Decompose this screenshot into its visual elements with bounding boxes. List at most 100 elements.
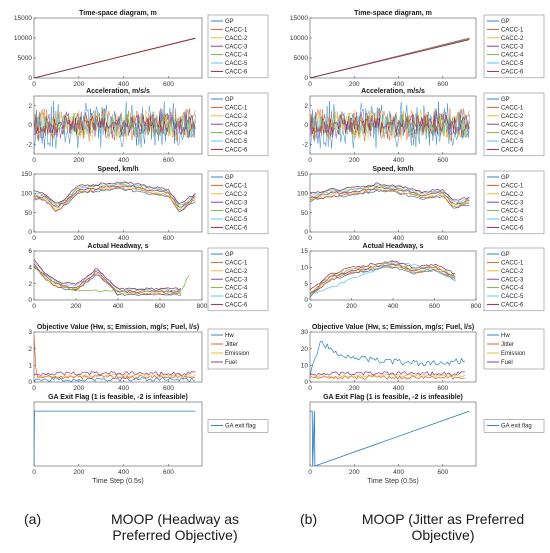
legend-label-cacc-2: CACC-2 [501, 269, 524, 275]
series-line-emission [34, 373, 196, 378]
x-tick-label: 200 [73, 81, 84, 88]
legend-label-cacc-6: CACC-6 [501, 226, 524, 232]
legend: GP CACC-1 CACC-2 CACC-3 CACC-4 CACC-5 CACC-6 [483, 247, 545, 312]
x-tick-label: 200 [73, 385, 84, 392]
x-tick-label: 600 [155, 303, 166, 310]
x-axis-label: Time Step (0.5s) [367, 478, 418, 485]
legend-label-cacc-4: CACC-4 [225, 209, 248, 215]
legend-label-cacc-6: CACC-6 [225, 70, 248, 76]
legend-label-cacc-4: CACC-4 [501, 209, 524, 215]
series-line-cacc-6 [34, 115, 196, 135]
plot-title: Actual Headway, s [88, 243, 149, 250]
x-tick-label: 200 [73, 157, 84, 164]
x-tick-label: 0 [308, 81, 312, 88]
x-tick-label: 0 [308, 157, 312, 164]
legend-label-gp: GP [225, 97, 234, 103]
legend-label-cacc-3: CACC-3 [501, 122, 524, 128]
x-tick-label: 200 [71, 303, 82, 310]
x-tick-label: 600 [163, 81, 174, 88]
plot-title: Speed, km/h [372, 166, 413, 173]
legend-label-gp: GP [501, 97, 510, 103]
legend: Hw Jitter Emission Fuel [483, 328, 545, 370]
y-tick-label: 5000 [18, 55, 33, 62]
plot-b-1: Acceleration, m/s/s 0 200 400 600 -2 0 2 GP CACC-… [302, 88, 545, 164]
series-line-cacc-3 [34, 111, 196, 139]
plot-title: Time-space diagram, m [354, 10, 432, 17]
legend-box [207, 328, 269, 370]
legend-label-ga-exit-flag: GA exit flag [501, 424, 532, 430]
series-group [34, 37, 196, 78]
legend-label-hw: Hw [225, 333, 234, 339]
caption-a-text: MOOP (Headway as Preferred Objective) [110, 511, 240, 543]
legend-label-cacc-3: CACC-3 [501, 200, 524, 206]
y-tick-label: -2 [302, 142, 308, 149]
x-tick-label: 600 [163, 235, 174, 242]
legend-label-cacc-6: CACC-6 [501, 303, 524, 309]
legend-label-cacc-1: CACC-1 [501, 184, 524, 190]
x-tick-label: 400 [393, 385, 404, 392]
legend-label-cacc-1: CACC-1 [501, 28, 524, 34]
legend-label-cacc-3: CACC-3 [225, 44, 248, 50]
x-tick-label: 800 [471, 303, 482, 310]
legend-label-cacc-5: CACC-5 [501, 139, 524, 145]
x-tick-label: 600 [437, 157, 448, 164]
legend-label-cacc-6: CACC-6 [225, 303, 248, 309]
legend: GP CACC-1 CACC-2 CACC-3 CACC-4 CACC-5 CACC-6 [207, 92, 269, 157]
legend-label-cacc-2: CACC-2 [225, 114, 248, 120]
x-tick-label: 0 [32, 157, 36, 164]
plot-a-3: Actual Headway, s 0 200 400 600 800 0 2 4 6 GP CACC… [28, 243, 269, 312]
y-tick-label: 100 [297, 191, 308, 198]
x-tick-label: 200 [349, 235, 360, 242]
x-tick-label: 400 [118, 469, 129, 476]
y-tick-label: 10 [301, 363, 309, 370]
legend-label-cacc-2: CACC-2 [225, 36, 248, 42]
x-tick-label: 400 [113, 303, 124, 310]
series-line-cacc-6 [34, 181, 196, 204]
plot-title: Actual Headway, s [363, 243, 424, 250]
legend-label-cacc-3: CACC-3 [225, 200, 248, 206]
y-tick-label: 2 [28, 281, 32, 288]
legend-label-cacc-6: CACC-6 [501, 148, 524, 154]
plot-title: Acceleration, m/s/s [361, 88, 425, 95]
series-line-ga-exit-flag [34, 410, 196, 466]
series-line-cacc-6 [34, 259, 182, 291]
y-tick-label: 1 [28, 363, 32, 370]
legend-label-cacc-1: CACC-1 [225, 261, 248, 267]
x-tick-label: 0 [32, 385, 36, 392]
legend: Hw Jitter Emission Fuel [207, 328, 269, 370]
legend-label-gp: GP [501, 252, 510, 258]
legend: GP CACC-1 CACC-2 CACC-3 CACC-4 CACC-5 CACC-6 [483, 14, 545, 79]
series-line-cacc-6 [310, 39, 470, 78]
series-line-cacc-4 [310, 262, 456, 293]
legend-label-cacc-5: CACC-5 [501, 217, 524, 223]
x-tick-label: 0 [308, 303, 312, 310]
x-tick-label: 400 [393, 157, 404, 164]
legend-label-gp: GP [501, 19, 510, 25]
y-tick-label: 0 [28, 229, 32, 236]
plot-title: Speed, km/h [97, 166, 138, 173]
plot-b-0: Time-space diagram, m 0 200 400 600 0 5000 1000… [290, 10, 545, 88]
legend: GP CACC-1 CACC-2 CACC-3 CACC-4 CACC-5 CACC-6 [207, 247, 269, 312]
x-tick-label: 0 [308, 469, 312, 476]
plot-title: GA Exit Flag (1 is feasible, -2 is infea… [323, 394, 463, 401]
y-tick-label: 2 [28, 346, 32, 353]
plot-a-4: Objective Value (Hw, s; Emission, mg/s; … [28, 324, 269, 392]
series-line-cacc-4 [34, 112, 196, 138]
legend-label-cacc-5: CACC-5 [225, 217, 248, 223]
legend-label-cacc-5: CACC-5 [225, 294, 248, 300]
x-tick-label: 200 [73, 469, 84, 476]
series-group [310, 410, 470, 466]
series-line-cacc-6 [34, 38, 196, 78]
x-tick-label: 600 [437, 385, 448, 392]
y-tick-label: 50 [25, 210, 33, 217]
y-tick-label: 100 [21, 191, 32, 198]
legend-label-cacc-3: CACC-3 [501, 277, 524, 283]
y-tick-label: 0 [304, 122, 308, 129]
legend-label-cacc-5: CACC-5 [501, 61, 524, 67]
legend-label-cacc-6: CACC-6 [501, 70, 524, 76]
legend-label-emission: Emission [225, 351, 249, 357]
plot-b-4: Objective Value (Hw, s; Emission, mg/s; … [301, 324, 545, 392]
series-group [310, 340, 466, 380]
caption-a-tag: (a) [24, 511, 42, 527]
series-group [34, 181, 196, 213]
